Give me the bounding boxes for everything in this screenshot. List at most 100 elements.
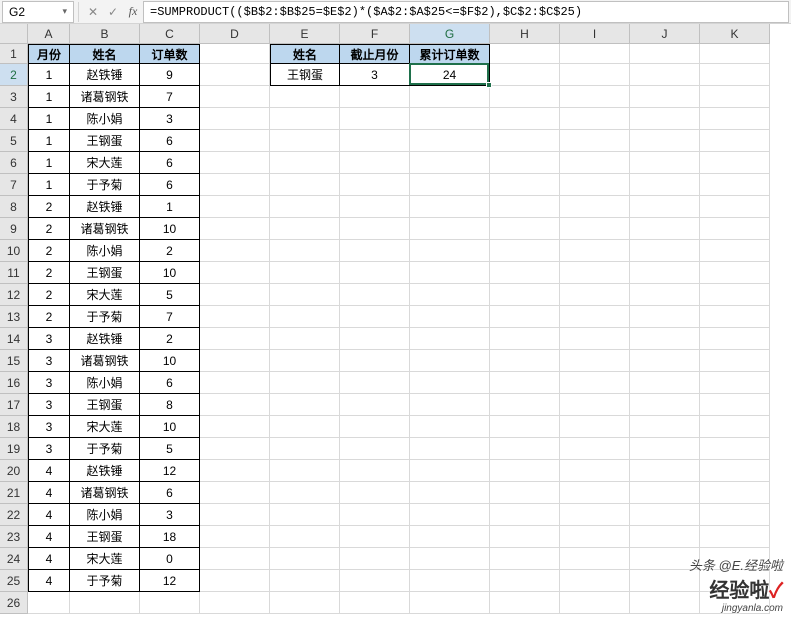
cell-F25[interactable] xyxy=(340,570,410,592)
column-header-I[interactable]: I xyxy=(560,24,630,44)
cell-C22[interactable]: 3 xyxy=(140,504,200,526)
cell-G2[interactable]: 24 xyxy=(410,64,490,86)
cell-K22[interactable] xyxy=(700,504,770,526)
cell-K23[interactable] xyxy=(700,526,770,548)
cell-J6[interactable] xyxy=(630,152,700,174)
row-header-21[interactable]: 21 xyxy=(0,482,28,504)
cell-B13[interactable]: 于予菊 xyxy=(70,306,140,328)
cell-K12[interactable] xyxy=(700,284,770,306)
cell-C25[interactable]: 12 xyxy=(140,570,200,592)
cell-K10[interactable] xyxy=(700,240,770,262)
cell-J26[interactable] xyxy=(630,592,700,614)
cell-I10[interactable] xyxy=(560,240,630,262)
cell-D6[interactable] xyxy=(200,152,270,174)
cell-F3[interactable] xyxy=(340,86,410,108)
cell-H26[interactable] xyxy=(490,592,560,614)
cell-J19[interactable] xyxy=(630,438,700,460)
cell-E10[interactable] xyxy=(270,240,340,262)
cell-C18[interactable]: 10 xyxy=(140,416,200,438)
cell-I17[interactable] xyxy=(560,394,630,416)
cell-I11[interactable] xyxy=(560,262,630,284)
cell-F26[interactable] xyxy=(340,592,410,614)
cell-J12[interactable] xyxy=(630,284,700,306)
cell-E13[interactable] xyxy=(270,306,340,328)
confirm-button[interactable]: ✓ xyxy=(103,5,123,19)
cell-J3[interactable] xyxy=(630,86,700,108)
cell-C6[interactable]: 6 xyxy=(140,152,200,174)
cell-F21[interactable] xyxy=(340,482,410,504)
cell-E12[interactable] xyxy=(270,284,340,306)
cell-A14[interactable]: 3 xyxy=(28,328,70,350)
cell-A17[interactable]: 3 xyxy=(28,394,70,416)
cell-A13[interactable]: 2 xyxy=(28,306,70,328)
cell-A23[interactable]: 4 xyxy=(28,526,70,548)
cell-J11[interactable] xyxy=(630,262,700,284)
cell-B10[interactable]: 陈小娟 xyxy=(70,240,140,262)
cell-D2[interactable] xyxy=(200,64,270,86)
cell-B23[interactable]: 王钢蛋 xyxy=(70,526,140,548)
row-header-12[interactable]: 12 xyxy=(0,284,28,306)
cell-A4[interactable]: 1 xyxy=(28,108,70,130)
cell-J4[interactable] xyxy=(630,108,700,130)
cell-B14[interactable]: 赵铁锤 xyxy=(70,328,140,350)
cell-D13[interactable] xyxy=(200,306,270,328)
cell-K2[interactable] xyxy=(700,64,770,86)
cell-K15[interactable] xyxy=(700,350,770,372)
cell-G22[interactable] xyxy=(410,504,490,526)
row-header-23[interactable]: 23 xyxy=(0,526,28,548)
cell-E26[interactable] xyxy=(270,592,340,614)
cell-E9[interactable] xyxy=(270,218,340,240)
column-header-K[interactable]: K xyxy=(700,24,770,44)
cell-K8[interactable] xyxy=(700,196,770,218)
cell-C7[interactable]: 6 xyxy=(140,174,200,196)
cell-J13[interactable] xyxy=(630,306,700,328)
cell-D22[interactable] xyxy=(200,504,270,526)
column-header-G[interactable]: G xyxy=(410,24,490,44)
cell-I16[interactable] xyxy=(560,372,630,394)
cell-H3[interactable] xyxy=(490,86,560,108)
cell-C5[interactable]: 6 xyxy=(140,130,200,152)
cell-K1[interactable] xyxy=(700,44,770,64)
cell-G5[interactable] xyxy=(410,130,490,152)
row-header-22[interactable]: 22 xyxy=(0,504,28,526)
cell-E19[interactable] xyxy=(270,438,340,460)
row-header-24[interactable]: 24 xyxy=(0,548,28,570)
column-header-H[interactable]: H xyxy=(490,24,560,44)
cell-J7[interactable] xyxy=(630,174,700,196)
cell-J21[interactable] xyxy=(630,482,700,504)
cell-I24[interactable] xyxy=(560,548,630,570)
cell-F13[interactable] xyxy=(340,306,410,328)
cancel-button[interactable]: ✕ xyxy=(83,5,103,19)
cell-A3[interactable]: 1 xyxy=(28,86,70,108)
row-header-25[interactable]: 25 xyxy=(0,570,28,592)
fx-button[interactable]: fx xyxy=(123,4,143,19)
column-header-C[interactable]: C xyxy=(140,24,200,44)
cell-D23[interactable] xyxy=(200,526,270,548)
cell-F19[interactable] xyxy=(340,438,410,460)
row-header-7[interactable]: 7 xyxy=(0,174,28,196)
cell-F8[interactable] xyxy=(340,196,410,218)
cell-H7[interactable] xyxy=(490,174,560,196)
cell-E5[interactable] xyxy=(270,130,340,152)
cell-C24[interactable]: 0 xyxy=(140,548,200,570)
cell-F9[interactable] xyxy=(340,218,410,240)
cell-D16[interactable] xyxy=(200,372,270,394)
cell-A21[interactable]: 4 xyxy=(28,482,70,504)
cell-K9[interactable] xyxy=(700,218,770,240)
cell-I1[interactable] xyxy=(560,44,630,64)
column-header-E[interactable]: E xyxy=(270,24,340,44)
cell-C13[interactable]: 7 xyxy=(140,306,200,328)
cell-H15[interactable] xyxy=(490,350,560,372)
formula-input[interactable]: =SUMPRODUCT(($B$2:$B$25=$E$2)*($A$2:$A$2… xyxy=(143,1,789,23)
cell-D5[interactable] xyxy=(200,130,270,152)
cell-C8[interactable]: 1 xyxy=(140,196,200,218)
cell-B7[interactable]: 于予菊 xyxy=(70,174,140,196)
column-header-D[interactable]: D xyxy=(200,24,270,44)
cell-I22[interactable] xyxy=(560,504,630,526)
cell-J1[interactable] xyxy=(630,44,700,64)
fill-handle[interactable] xyxy=(486,82,492,88)
cell-A16[interactable]: 3 xyxy=(28,372,70,394)
column-header-B[interactable]: B xyxy=(70,24,140,44)
cell-H14[interactable] xyxy=(490,328,560,350)
cell-F12[interactable] xyxy=(340,284,410,306)
